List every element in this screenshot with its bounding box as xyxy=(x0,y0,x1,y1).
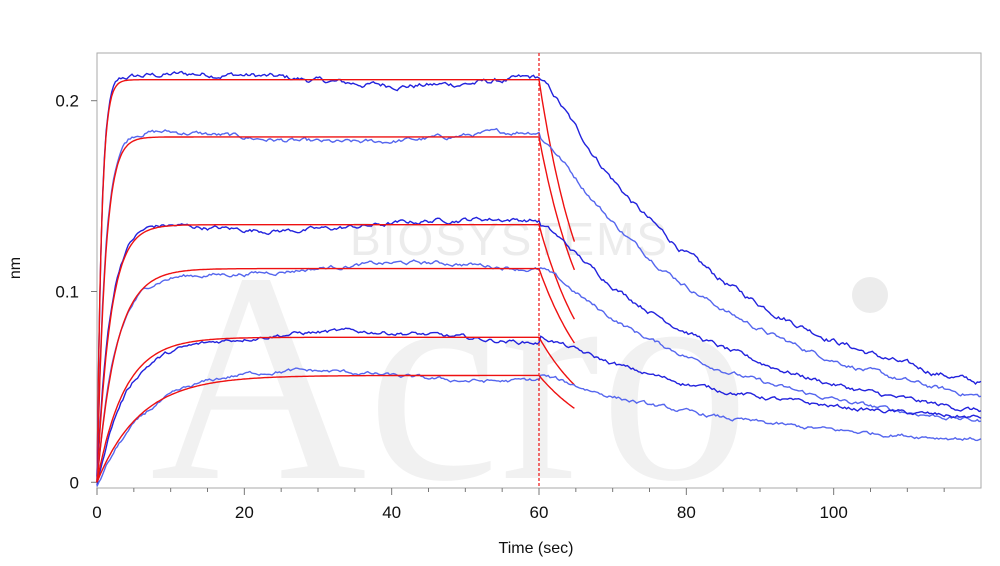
x-tick-label: 100 xyxy=(819,503,847,522)
y-tick-label: 0 xyxy=(70,473,79,492)
fitted-curve xyxy=(96,374,575,483)
fitted-curve xyxy=(96,223,576,483)
x-tick-label: 40 xyxy=(382,503,401,522)
measured-curve xyxy=(96,127,982,477)
x-axis-label: Time (sec) xyxy=(499,540,574,557)
measured-curve xyxy=(96,70,982,482)
fitted-curve xyxy=(96,336,575,483)
fitted-curve xyxy=(96,136,576,483)
x-tick-label: 20 xyxy=(235,503,254,522)
watermark-dot xyxy=(852,277,888,313)
watermark-logo-text: Acro xyxy=(150,211,750,543)
axes: 0 20 40 60 80 100 0 0.1 0.2 xyxy=(55,92,945,522)
fitted-curve xyxy=(96,78,576,483)
series-layer xyxy=(96,70,982,487)
measured-curve xyxy=(96,327,982,486)
x-tick-label: 0 xyxy=(92,503,101,522)
x-tick-label: 80 xyxy=(677,503,696,522)
y-tick-label: 0.2 xyxy=(55,92,79,111)
y-tick-label: 0.1 xyxy=(55,282,79,301)
y-axis-label: nm xyxy=(7,257,24,279)
fitted-curve xyxy=(96,267,575,483)
x-tick-label: 60 xyxy=(530,503,549,522)
acro-watermark-logo: BIOSYSTEMS Acro xyxy=(150,211,888,543)
